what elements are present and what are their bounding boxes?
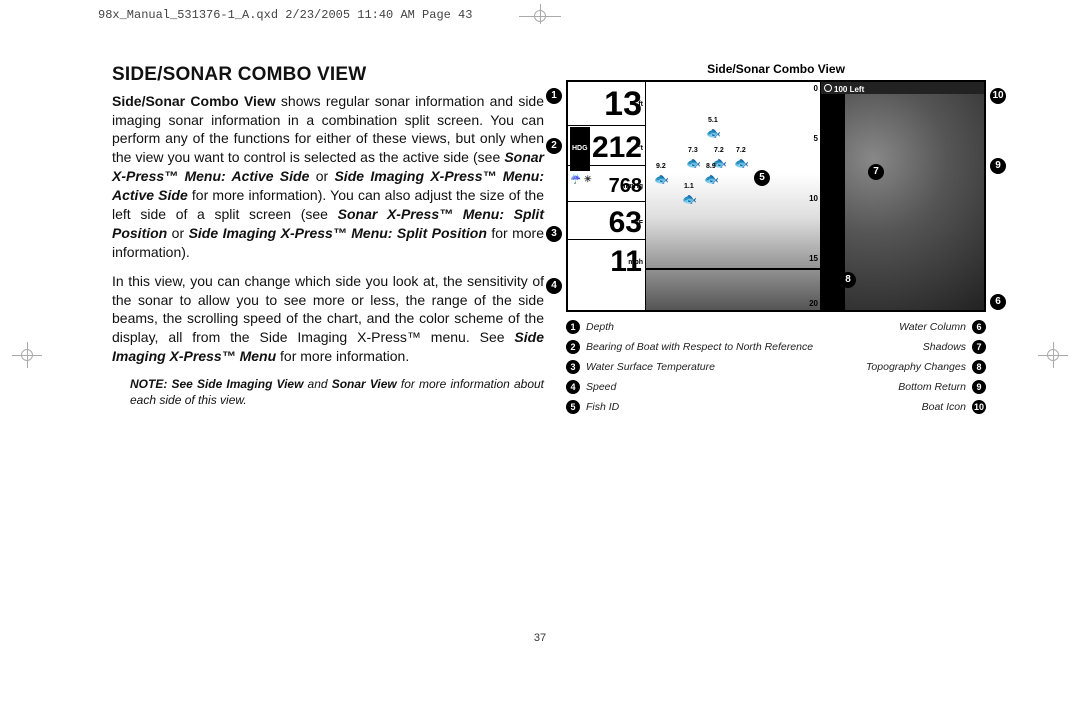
- fish-icon: 🐟7.2: [734, 156, 749, 170]
- crop-mark-left: [12, 340, 42, 370]
- page-number: 37: [534, 632, 546, 644]
- side-header: 100 Left: [824, 84, 864, 94]
- legend-item-2: 2Bearing of Boat with Respect to North R…: [566, 340, 813, 354]
- weather-icons: ☔ ☀: [570, 159, 592, 199]
- depth-readout: ft 13: [568, 82, 645, 126]
- sonar-screenshot: ft 13 HDG °t 212 mmHg ☔ ☀ 768 °F 63: [566, 80, 986, 312]
- fish-icon: 🐟9.2: [654, 172, 669, 186]
- legend-item-3: 3Water Surface Temperature: [566, 360, 813, 374]
- temperature-readout: °F 63: [568, 202, 645, 240]
- callout-9: 9: [990, 158, 1006, 174]
- scale-5: 5: [814, 134, 818, 143]
- print-header: 98x_Manual_531376-1_A.qxd 2/23/2005 11:4…: [98, 8, 472, 22]
- note: NOTE: See Side Imaging View and Sonar Vi…: [112, 376, 544, 408]
- crop-mark-right: [1038, 340, 1068, 370]
- crop-mark-top: [505, 4, 575, 24]
- legend: 1Depth 2Bearing of Boat with Respect to …: [566, 320, 986, 414]
- fish-icon: 🐟1.1: [682, 192, 697, 206]
- legend-item-10: 10Boat Icon: [866, 400, 986, 414]
- paragraph-1: Side/Sonar Combo View shows regular sona…: [112, 92, 544, 262]
- callout-8: 8: [840, 272, 856, 288]
- digital-readout-panel: ft 13 HDG °t 212 mmHg ☔ ☀ 768 °F 63: [568, 82, 646, 310]
- scale-0: 0: [814, 84, 818, 93]
- callout-1: 1: [546, 88, 562, 104]
- figure-column: Side/Sonar Combo View ft 13 HDG °t 212 m…: [566, 62, 986, 414]
- section-title: SIDE/SONAR COMBO VIEW: [112, 62, 544, 88]
- callout-3: 3: [546, 226, 562, 242]
- callout-6: 6: [990, 294, 1006, 310]
- scale-10: 10: [809, 194, 818, 203]
- paragraph-2: In this view, you can change which side …: [112, 272, 544, 366]
- text-column: SIDE/SONAR COMBO VIEW Side/Sonar Combo V…: [112, 62, 544, 414]
- page-content: SIDE/SONAR COMBO VIEW Side/Sonar Combo V…: [112, 62, 982, 414]
- sonar-pane: 0 5 10 15 20 🐟5.1 🐟7.3 🐟7.2 🐟7.2 🐟9.2 🐟8…: [646, 82, 821, 310]
- legend-item-9: 9Bottom Return: [866, 380, 986, 394]
- barometer-readout: mmHg ☔ ☀ 768: [568, 166, 645, 202]
- callout-5: 5: [754, 170, 770, 186]
- legend-right: 6Water Column 7Shadows 8Topography Chang…: [866, 320, 986, 414]
- fish-icon: 🐟7.3: [686, 156, 701, 170]
- callout-10: 10: [990, 88, 1006, 104]
- legend-item-6: 6Water Column: [866, 320, 986, 334]
- figure-caption: Side/Sonar Combo View: [566, 62, 986, 76]
- callout-2: 2: [546, 138, 562, 154]
- terrain: [845, 94, 984, 310]
- fish-icon: 🐟5.1: [706, 126, 721, 140]
- legend-item-1: 1Depth: [566, 320, 813, 334]
- scale-20: 20: [809, 299, 818, 308]
- legend-item-4: 4Speed: [566, 380, 813, 394]
- legend-left: 1Depth 2Bearing of Boat with Respect to …: [566, 320, 813, 414]
- callout-7: 7: [868, 164, 884, 180]
- legend-item-8: 8Topography Changes: [866, 360, 986, 374]
- legend-item-5: 5Fish ID: [566, 400, 813, 414]
- speed-readout: mph 11: [568, 240, 645, 310]
- fish-icon: 🐟8.9: [704, 172, 719, 186]
- legend-item-7: 7Shadows: [866, 340, 986, 354]
- scale-15: 15: [809, 254, 818, 263]
- sonar-bottom: [646, 268, 820, 270]
- callout-4: 4: [546, 278, 562, 294]
